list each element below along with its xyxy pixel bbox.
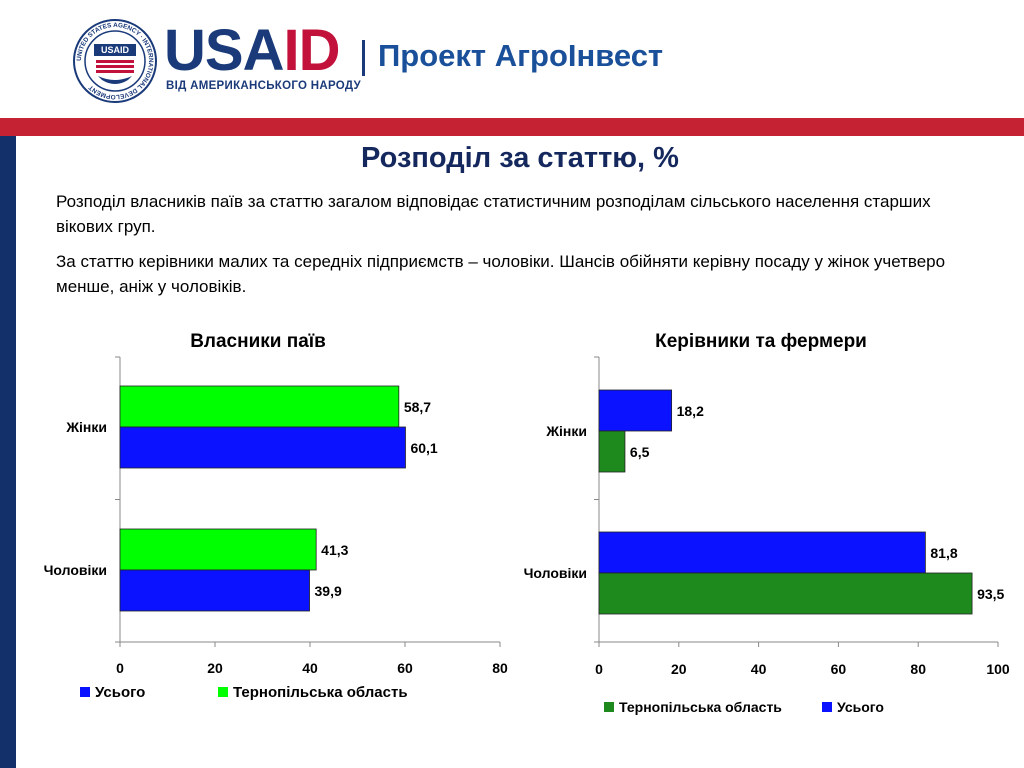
data-label: 18,2 — [677, 403, 704, 419]
x-tick-label: 60 — [831, 661, 847, 677]
category-label: Чоловіки — [524, 565, 587, 581]
category-label: Чоловіки — [44, 562, 107, 578]
bar-s0 — [119, 426, 406, 469]
logo-tagline: ВІД АМЕРИКАНСЬКОГО НАРОДУ — [166, 80, 361, 92]
legend-swatch — [80, 687, 90, 697]
data-label: 93,5 — [977, 586, 1004, 602]
x-tick-label: 40 — [302, 660, 318, 676]
bar-s0 — [598, 430, 626, 473]
usaid-logo: USAID — [164, 18, 340, 83]
legend-label: Тернопільська область — [619, 699, 782, 715]
x-tick-label: 40 — [751, 661, 767, 677]
chart-title: Керівники та фермери — [655, 331, 867, 352]
category-label: Жінки — [65, 419, 107, 435]
legend-label: Усього — [837, 699, 884, 715]
x-tick-label: 0 — [595, 661, 603, 677]
x-tick-label: 80 — [492, 660, 508, 676]
bar-s1 — [119, 385, 400, 428]
header: UNITED STATES AGENCY · INTERNATIONAL DEV… — [0, 0, 1024, 118]
paragraph-2: За статтю керівники малих та середніх пі… — [56, 252, 946, 296]
data-label: 81,8 — [930, 545, 957, 561]
data-label: 6,5 — [630, 444, 650, 460]
legend-label: Усього — [95, 684, 145, 701]
bar-s0 — [119, 569, 310, 612]
legend-swatch — [604, 702, 614, 712]
x-tick-label: 0 — [116, 660, 124, 676]
data-label: 41,3 — [321, 542, 348, 558]
legend-swatch — [822, 702, 832, 712]
bar-s0 — [598, 572, 973, 615]
left-navy-bar — [0, 136, 16, 768]
data-label: 58,7 — [404, 399, 431, 415]
legend-swatch — [218, 687, 228, 697]
chart-title: Власники паїв — [190, 331, 326, 352]
bar-s1 — [119, 528, 317, 571]
usaid-seal-icon: UNITED STATES AGENCY · INTERNATIONAL DEV… — [73, 19, 157, 103]
x-tick-label: 80 — [910, 661, 926, 677]
paragraph-1: Розподіл власників паїв за статтю загало… — [56, 192, 931, 236]
data-label: 60,1 — [410, 440, 437, 456]
logo-separator — [362, 40, 365, 76]
project-name: Проект АгроІнвест — [378, 38, 664, 73]
x-tick-label: 20 — [671, 661, 687, 677]
data-label: 39,9 — [315, 583, 342, 599]
bar-s1 — [598, 389, 673, 432]
bar-s1 — [598, 531, 926, 574]
category-label: Жінки — [545, 423, 587, 439]
seal-inner-text: USAID — [101, 45, 130, 55]
x-tick-label: 100 — [986, 661, 1010, 677]
page-title: Розподіл за статтю, % — [361, 142, 679, 174]
x-tick-label: 60 — [397, 660, 413, 676]
header-red-bar — [0, 118, 1024, 136]
x-tick-label: 20 — [207, 660, 223, 676]
legend-label: Тернопільська область — [233, 684, 408, 701]
